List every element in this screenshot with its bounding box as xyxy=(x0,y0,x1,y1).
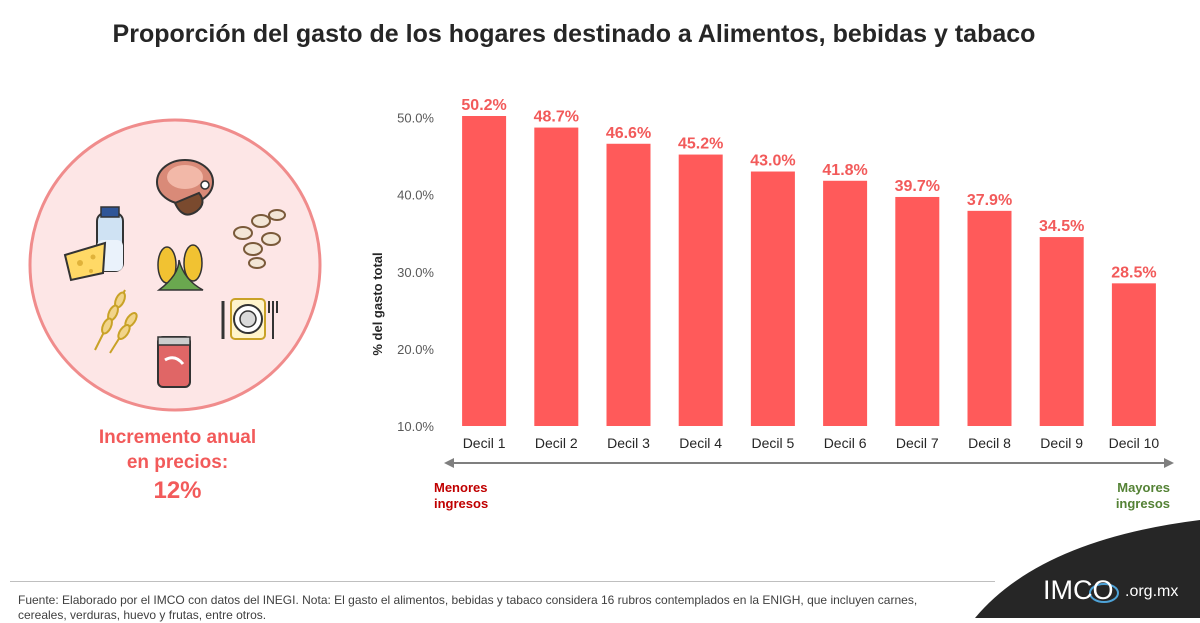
bar-6 xyxy=(823,180,868,426)
y-axis-label: % del gasto total xyxy=(370,252,385,355)
beans-icon xyxy=(233,209,286,269)
cheese-icon xyxy=(63,241,107,282)
y-tick-label: 30.0% xyxy=(397,265,434,280)
corn-icon xyxy=(156,244,204,291)
footer-source-note: Fuente: Elaborado por el IMCO con datos … xyxy=(18,593,918,622)
price-increase-line1: Incremento anual xyxy=(98,427,257,448)
soda-can-icon xyxy=(157,336,191,388)
bar-9 xyxy=(1039,237,1084,426)
y-tick-label: 20.0% xyxy=(397,342,434,357)
y-tick-label: 50.0% xyxy=(397,111,434,126)
value-label: 45.2% xyxy=(678,136,723,153)
low-income-line2: ingresos xyxy=(434,496,489,511)
low-income-note: Menores ingresos xyxy=(434,480,488,512)
value-label: 34.5% xyxy=(1039,218,1084,235)
imco-domain: .org.mx xyxy=(1125,583,1179,600)
high-income-line1: Mayores xyxy=(1117,480,1170,495)
bar-2 xyxy=(534,127,579,426)
footer-divider xyxy=(10,581,995,582)
bars xyxy=(462,116,1156,426)
bar-1 xyxy=(462,116,507,426)
high-income-line2: ingresos xyxy=(1115,496,1170,511)
bar-5 xyxy=(750,171,795,426)
bar-10 xyxy=(1111,283,1156,426)
income-arrow xyxy=(444,458,1174,468)
price-increase-label: Incremento anual en precios: 12% xyxy=(40,425,315,503)
chart-title: Proporción del gasto de los hogares dest… xyxy=(112,20,1036,48)
value-label: 50.2% xyxy=(461,97,506,114)
x-tick-label: Decil 4 xyxy=(679,435,722,451)
x-tick-label: Decil 8 xyxy=(968,435,1011,451)
bar-8 xyxy=(967,210,1012,426)
x-tick-label: Decil 7 xyxy=(896,435,939,451)
value-label: 48.7% xyxy=(534,109,579,126)
price-increase-value: 12% xyxy=(153,477,202,504)
y-tick-label: 10.0% xyxy=(397,419,434,434)
ham-icon xyxy=(156,159,214,216)
value-label: 39.7% xyxy=(895,178,940,195)
y-axis: 10.0% 20.0% 30.0% 40.0% 50.0% xyxy=(397,111,434,434)
low-income-line1: Menores xyxy=(434,480,488,495)
y-tick-label: 40.0% xyxy=(397,188,434,203)
value-label: 37.9% xyxy=(967,192,1012,209)
x-tick-label: Decil 6 xyxy=(824,435,867,451)
value-labels: 50.2% 48.7% 46.6% 45.2% 43.0% 41.8% 39.7% 37.9%… xyxy=(461,97,1156,281)
high-income-note: Mayores ingresos xyxy=(1100,480,1170,512)
value-label: 43.0% xyxy=(750,153,795,170)
price-increase-line2: en precios: xyxy=(126,452,229,473)
x-tick-label: Decil 3 xyxy=(607,435,650,451)
x-axis: Decil 1 Decil 2 Decil 3 Decil 4 Decil 5 Decil… xyxy=(463,435,1160,451)
bar-4 xyxy=(678,154,723,426)
bar-7 xyxy=(895,196,940,426)
value-label: 46.6% xyxy=(606,125,651,142)
x-tick-label: Decil 1 xyxy=(463,435,506,451)
x-tick-label: Decil 5 xyxy=(752,435,795,451)
imco-logo: IMCO xyxy=(1043,575,1114,605)
bar-chart: 10.0% 20.0% 30.0% 40.0% 50.0% 50.2% 48.7% 46.6… xyxy=(370,97,1174,468)
wheat-icon xyxy=(94,289,138,354)
plate-cutlery-icon xyxy=(221,298,278,340)
food-circle xyxy=(28,118,322,412)
value-label: 41.8% xyxy=(822,162,867,179)
x-tick-label: Decil 9 xyxy=(1040,435,1083,451)
value-label: 28.5% xyxy=(1111,264,1156,281)
bar-3 xyxy=(606,143,651,426)
x-tick-label: Decil 2 xyxy=(535,435,578,451)
x-tick-label: Decil 10 xyxy=(1109,435,1160,451)
